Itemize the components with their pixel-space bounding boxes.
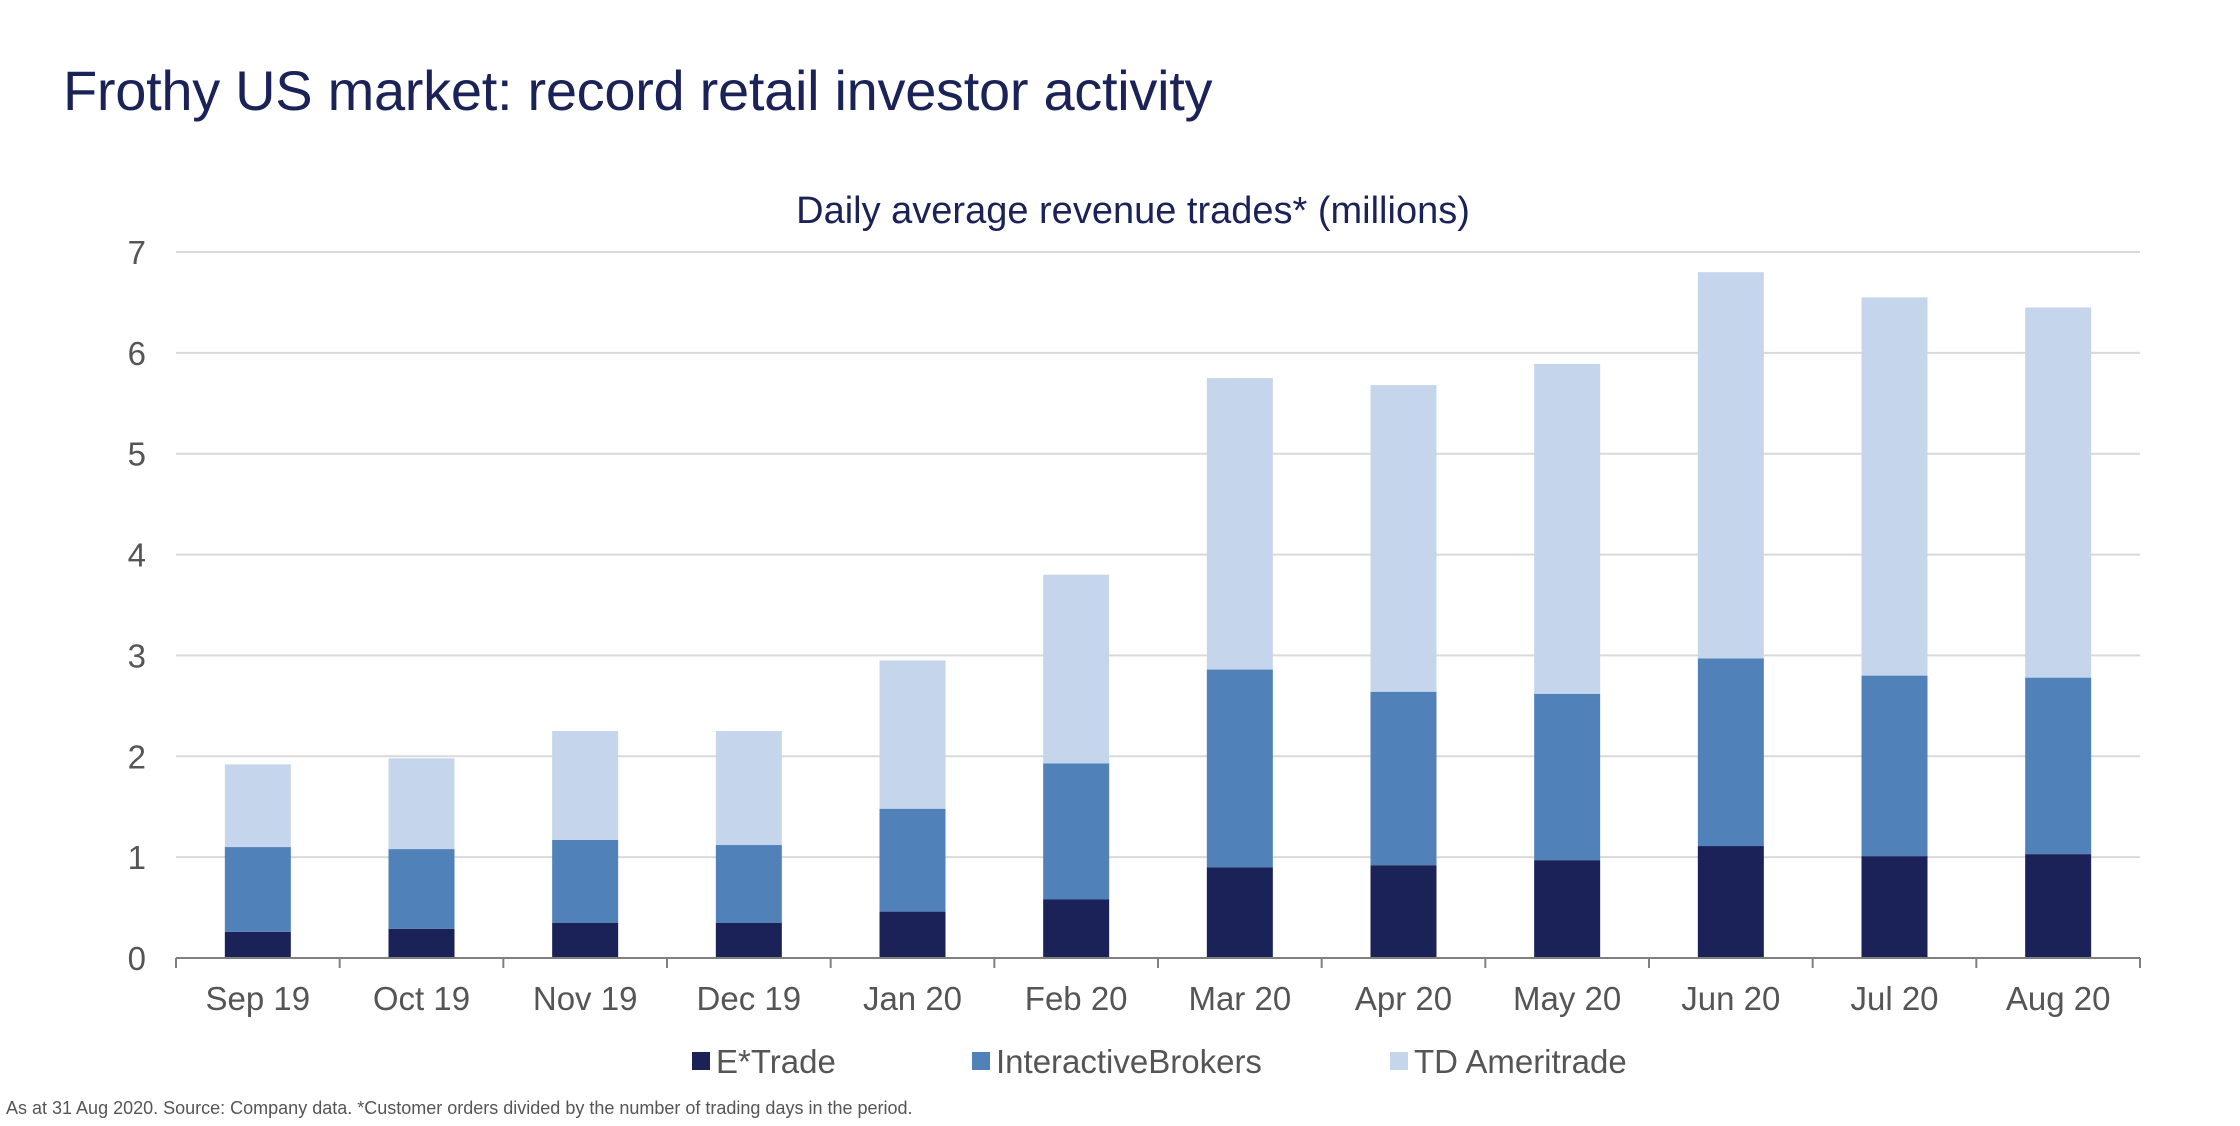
bar-segment <box>224 847 291 932</box>
bar-segment <box>715 922 782 958</box>
bar-segment <box>1370 385 1437 692</box>
x-tick-label: Jun 20 <box>1681 980 1780 1017</box>
legend-swatch <box>692 1052 710 1070</box>
bar-segment <box>715 731 782 846</box>
bar-segment <box>1697 658 1764 847</box>
bar-segment <box>879 911 946 958</box>
legend-label: InteractiveBrokers <box>996 1043 1262 1080</box>
bar-segment <box>224 764 291 848</box>
bar-segment <box>388 758 455 850</box>
legend: E*Trade InteractiveBrokers TD Ameritrade <box>692 1043 1627 1080</box>
bar-segment <box>1534 363 1601 694</box>
bar-segment <box>1534 860 1601 958</box>
bars <box>224 272 2092 958</box>
y-tick-label: 4 <box>128 537 146 574</box>
y-tick-label: 6 <box>128 335 146 372</box>
y-tick-label: 1 <box>128 839 146 876</box>
x-tick-label: Oct 19 <box>373 980 470 1017</box>
bar-segment <box>388 849 455 929</box>
bar-segment <box>2025 854 2092 958</box>
bar-segment <box>1043 899 1110 958</box>
x-tick-label: Mar 20 <box>1188 980 1291 1017</box>
legend-swatch <box>972 1052 990 1070</box>
bar-segment <box>552 731 619 840</box>
bar-segment <box>388 928 455 958</box>
bar-segment <box>1370 865 1437 958</box>
x-tick-label: Apr 20 <box>1355 980 1452 1017</box>
y-tick-label: 3 <box>128 637 146 674</box>
x-tick-label: Jul 20 <box>1850 980 1938 1017</box>
bar-segment <box>1861 675 1928 857</box>
bar-segment <box>2025 307 2092 678</box>
bar-segment <box>552 922 619 958</box>
footnote: As at 31 Aug 2020. Source: Company data.… <box>6 1098 913 1118</box>
bar-segment <box>879 808 946 912</box>
x-tick-label: Aug 20 <box>2006 980 2111 1017</box>
legend-swatch <box>1390 1052 1408 1070</box>
bar-segment <box>1697 272 1764 659</box>
bar-segment <box>224 931 291 958</box>
legend-label: E*Trade <box>716 1043 836 1080</box>
bar-segment <box>1861 856 1928 958</box>
x-tick-label: May 20 <box>1513 980 1621 1017</box>
gridlines <box>176 251 2140 859</box>
chart-title: Daily average revenue trades* (millions) <box>796 190 1470 232</box>
page-title: Frothy US market: record retail investor… <box>63 59 1213 122</box>
bar-segment <box>1861 297 1928 676</box>
bar-segment <box>1206 867 1273 958</box>
x-tick-label: Sep 19 <box>206 980 311 1017</box>
bar-segment <box>552 839 619 923</box>
bar-segment <box>1206 669 1273 868</box>
x-axis: Sep 19 Oct 19 Nov 19 Dec 19 Jan 20 Feb 20 Mar … <box>175 957 2141 1017</box>
bar-segment <box>715 845 782 923</box>
bar-segment <box>1043 763 1110 900</box>
bar-segment <box>1534 693 1601 861</box>
x-tick-label: Nov 19 <box>533 980 638 1017</box>
legend-label: TD Ameritrade <box>1414 1043 1627 1080</box>
y-tick-label: 0 <box>128 940 146 977</box>
bar-segment <box>2025 677 2092 855</box>
y-tick-label: 2 <box>128 738 146 775</box>
y-axis-ticks: 0 1 2 3 4 5 6 7 <box>128 234 146 977</box>
x-tick-label: Dec 19 <box>697 980 802 1017</box>
x-tick-label: Feb 20 <box>1025 980 1128 1017</box>
x-tick-label: Jan 20 <box>863 980 962 1017</box>
bar-segment <box>1370 691 1437 866</box>
bar-segment <box>1206 378 1273 670</box>
bar-segment <box>1697 846 1764 958</box>
y-tick-label: 5 <box>128 436 146 473</box>
bar-segment <box>879 660 946 809</box>
y-tick-label: 7 <box>128 234 146 271</box>
bar-segment <box>1043 574 1110 764</box>
